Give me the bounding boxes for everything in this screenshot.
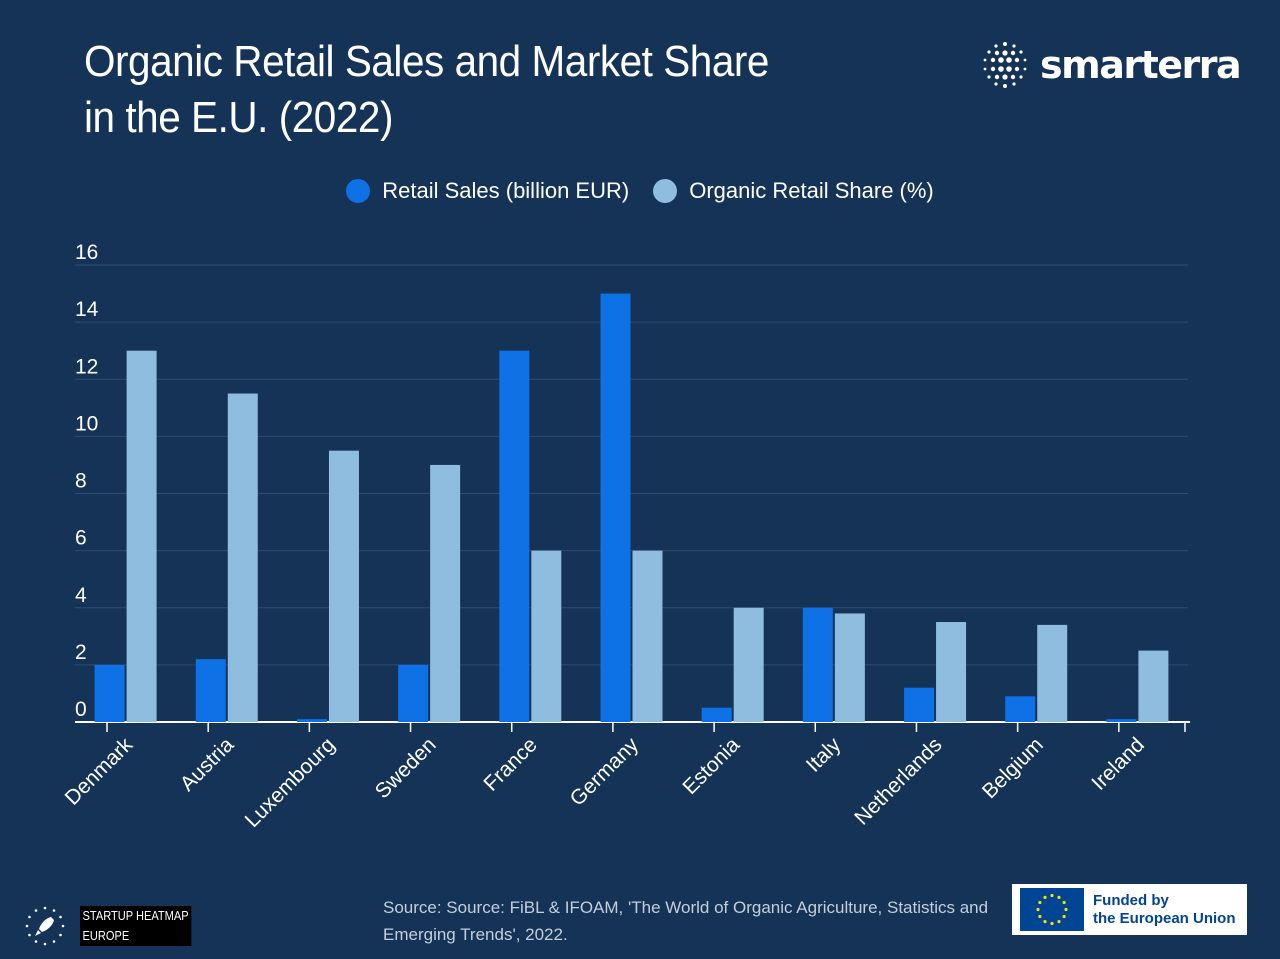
legend-label-share: Organic Retail Share (%) (689, 178, 934, 203)
eu-star (1038, 914, 1042, 919)
eu-star (1043, 920, 1047, 924)
eu-line1: Funded by (1093, 891, 1169, 909)
bar-organic-share (834, 613, 865, 722)
legend-swatch-share (653, 179, 678, 203)
bar-organic-share (936, 622, 967, 722)
x-tick-label: France (479, 733, 541, 795)
eu-line2: the European Union (1093, 909, 1236, 927)
x-tick-label: Estonia (678, 733, 744, 799)
legend-swatch-sales (346, 179, 371, 203)
eu-star (1038, 900, 1042, 905)
bar-retail-sales (398, 664, 429, 722)
x-tick-label: Germany (566, 733, 644, 811)
bar-retail-sales (701, 707, 732, 722)
bar-retail-sales (499, 350, 530, 722)
chart-title: Organic Retail Sales and Market Share in… (84, 34, 769, 146)
bar-retail-sales (1106, 719, 1137, 722)
legend-label-sales: Retail Sales (billion EUR) (382, 178, 630, 203)
bar-organic-share (733, 607, 764, 722)
bar-organic-share (531, 550, 562, 722)
bar-retail-sales (94, 664, 125, 722)
bar-organic-share (632, 550, 663, 722)
x-tick-label: Italy (802, 733, 846, 777)
x-tick-label: Sweden (371, 733, 441, 803)
eu-star (1050, 921, 1054, 926)
smarterra-logo: smarterra (980, 40, 1242, 90)
source-note: Source: Source: FiBL & IFOAM, 'The World… (383, 898, 989, 944)
startup-heatmap-text: STARTUP HEATMAP EUROPE (80, 906, 192, 946)
y-tick-label: 6 (75, 527, 87, 550)
x-tick-label: Ireland (1087, 733, 1149, 795)
chart-legend: Retail Sales (billion EUR) Organic Retai… (0, 178, 1280, 204)
bar-organic-share (227, 393, 258, 722)
eu-funding-badge: Funded by the European Union (1012, 884, 1247, 935)
bar-retail-sales (1005, 696, 1036, 722)
rocket-stars-icon (25, 906, 65, 946)
x-tick-label: Austria (176, 733, 239, 796)
y-tick-label: 8 (75, 470, 87, 493)
eu-star (1036, 907, 1040, 912)
y-tick-label: 12 (75, 355, 98, 378)
eu-star (1064, 907, 1068, 912)
bar-retail-sales (195, 659, 226, 722)
bar-retail-sales (600, 293, 631, 722)
heatmap-line2: EUROPE (82, 928, 130, 943)
heatmap-line1: STARTUP HEATMAP (82, 908, 189, 923)
x-tick-label: Belgium (978, 733, 1048, 803)
eu-star (1057, 920, 1061, 924)
legend-item-share: Organic Retail Share (%) (653, 178, 934, 204)
y-tick-label: 10 (75, 412, 98, 435)
eu-star (1062, 914, 1066, 919)
y-tick-label: 4 (75, 584, 87, 607)
chart-title-line1: Organic Retail Sales and Market Share (84, 37, 769, 86)
eu-text: Funded by the European Union (1093, 892, 1236, 928)
bar-chart: 0 2 4 6 8 10 12 14 16 Denmark Austria Luxembourg Swe… (61, 241, 1190, 832)
bar-organic-share (430, 464, 461, 722)
dot-grid-logo-icon (983, 42, 1027, 88)
x-tick-label: Netherlands (850, 733, 946, 829)
bar-retail-sales (296, 719, 327, 722)
brand-name: smarterra (1040, 43, 1242, 87)
y-tick-label: 16 (75, 241, 98, 264)
bar-organic-share (126, 350, 157, 722)
eu-star (1050, 893, 1054, 898)
y-tick-label: 2 (75, 641, 87, 664)
eu-star (1062, 900, 1066, 905)
bar-organic-share (1037, 624, 1068, 722)
bar-organic-share (1138, 650, 1169, 722)
y-tick-label: 0 (75, 698, 87, 721)
bar-organic-share (328, 450, 359, 722)
chart-title-line2: in the E.U. (2022) (84, 93, 393, 142)
bar-retail-sales (904, 687, 935, 722)
y-tick-label: 14 (75, 298, 99, 321)
eu-star (1057, 895, 1061, 899)
eu-flag-icon (1020, 888, 1084, 931)
legend-item-sales: Retail Sales (billion EUR) (346, 178, 629, 204)
x-tick-label: Denmark (61, 733, 138, 810)
eu-star (1043, 895, 1047, 899)
bar-retail-sales (802, 607, 833, 722)
x-tick-label: Luxembourg (241, 733, 340, 832)
startup-heatmap-logo: STARTUP HEATMAP EUROPE (24, 905, 211, 947)
